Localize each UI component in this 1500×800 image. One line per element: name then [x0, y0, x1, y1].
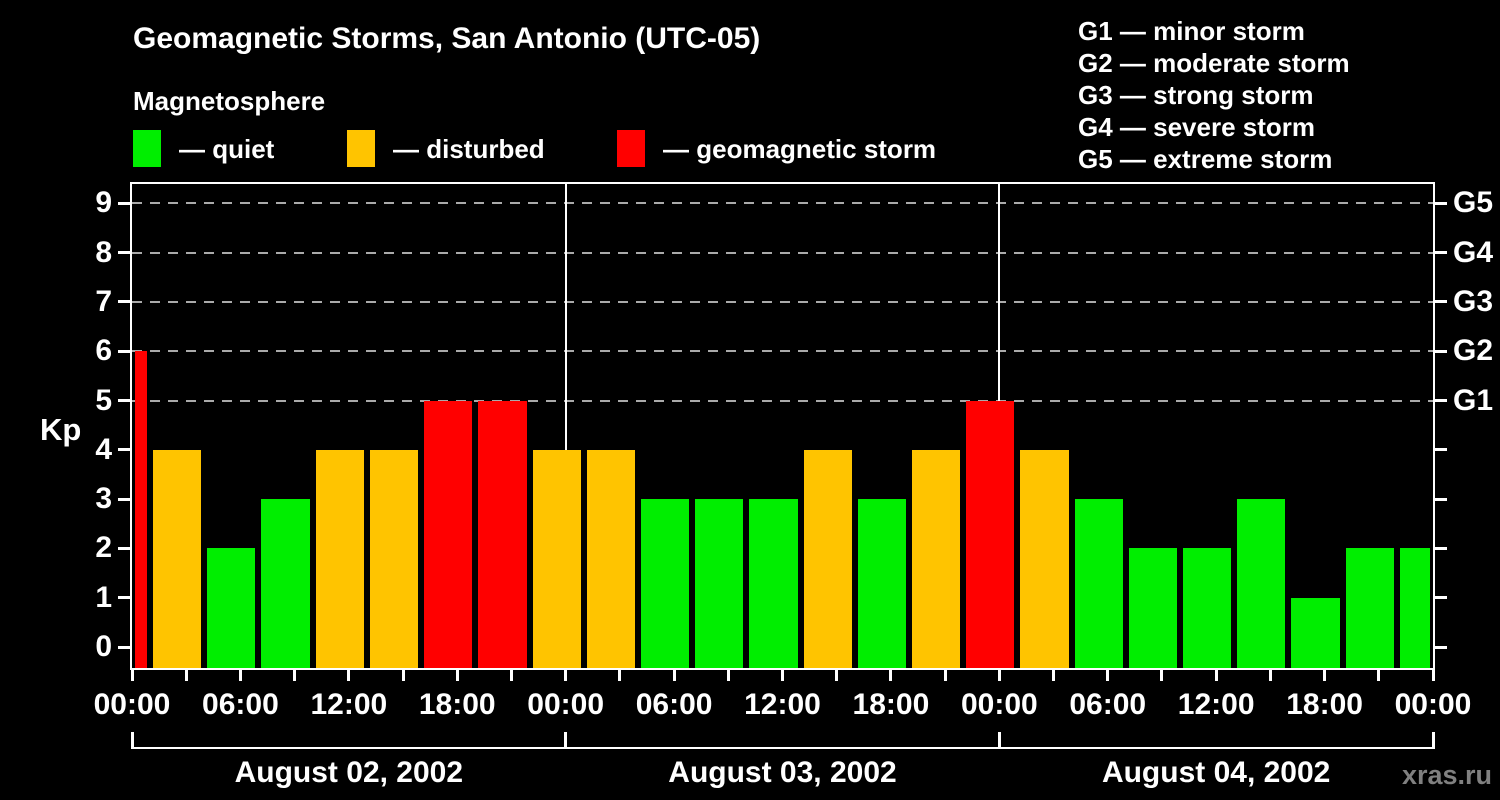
g-legend-line: G4 — severe storm — [1078, 112, 1316, 142]
y-tick-right — [1435, 596, 1447, 600]
date-label: August 02, 2002 — [234, 756, 464, 789]
y-tick-right — [1435, 201, 1447, 205]
g-scale-label: G2 — [1453, 334, 1494, 368]
g-legend-line: G5 — extreme storm — [1078, 144, 1333, 174]
y-tick-label: 7 — [95, 284, 112, 318]
x-tick-label: 12:00 — [744, 688, 821, 721]
y-tick-left — [118, 596, 130, 600]
y-tick-left — [118, 546, 130, 550]
y-tick-label: 8 — [95, 235, 112, 269]
x-tick-label: 18:00 — [852, 688, 930, 721]
date-label: August 03, 2002 — [668, 756, 897, 789]
g-scale-label: G5 — [1453, 186, 1494, 220]
x-tick-label: 12:00 — [310, 688, 388, 721]
y-tick-right — [1435, 399, 1447, 402]
quiet-color-swatch — [133, 130, 161, 167]
date-bracket-tick — [1431, 732, 1435, 749]
legend-item-disturbed: — disturbed — [347, 130, 587, 168]
date-label: August 04, 2002 — [1101, 756, 1331, 789]
x-tick-label: 18:00 — [1286, 688, 1363, 721]
y-tick-right — [1435, 645, 1447, 649]
y-tick-right — [1435, 349, 1447, 353]
date-bracket-line — [132, 747, 1433, 749]
x-tick-label: 00:00 — [1394, 688, 1472, 721]
g-scale-label: G1 — [1453, 383, 1494, 417]
date-bracket-tick — [564, 732, 568, 749]
y-tick-left — [118, 497, 130, 501]
legend-item-label: — geomagnetic storm — [663, 134, 937, 164]
storm-color-swatch — [617, 130, 645, 167]
legend-item-label: — quiet — [179, 134, 275, 164]
x-tick-label: 12:00 — [1177, 688, 1255, 721]
g-legend-line: G2 — moderate storm — [1078, 48, 1350, 78]
legend-item-storm: — geomagnetic storm — [617, 130, 957, 168]
g-scale-legend: G1 — minor storm G2 — moderate storm G3 … — [1078, 15, 1350, 175]
y-tick-left — [118, 300, 130, 304]
y-tick-left — [118, 448, 130, 452]
y-tick-right — [1435, 300, 1447, 304]
y-tick-left — [118, 201, 130, 205]
g-scale-label: G4 — [1453, 235, 1494, 269]
x-tick-label: 00:00 — [527, 688, 605, 721]
page-title: Geomagnetic Storms, San Antonio (UTC-05) — [133, 22, 761, 55]
legend-heading: Magnetosphere — [133, 86, 326, 116]
legend-item-quiet: — quiet — [133, 130, 333, 168]
y-tick-label: 2 — [95, 531, 112, 565]
date-bracket-tick — [997, 732, 1001, 749]
y-tick-label: 9 — [95, 186, 112, 220]
legend-item-label: — disturbed — [393, 134, 545, 164]
x-tick-label: 06:00 — [635, 688, 713, 721]
y-tick-left — [118, 645, 130, 649]
y-tick-left — [118, 251, 130, 255]
y-tick-right — [1435, 497, 1447, 501]
y-tick-label: 3 — [95, 482, 112, 516]
y-tick-label: 0 — [95, 630, 112, 663]
y-axis-title: Kp — [40, 412, 82, 447]
y-tick-label: 1 — [95, 580, 112, 614]
g-scale-label: G3 — [1453, 284, 1494, 318]
g-legend-line: G1 — minor storm — [1078, 16, 1305, 46]
x-tick-label: 18:00 — [418, 688, 496, 721]
x-tick-label: 06:00 — [202, 688, 279, 721]
x-tick-label: 06:00 — [1069, 688, 1147, 721]
x-tick-label: 00:00 — [93, 688, 171, 721]
plot-area — [130, 182, 1435, 670]
y-tick-right — [1435, 546, 1447, 550]
y-tick-right — [1435, 448, 1447, 452]
y-tick-right — [1435, 251, 1447, 255]
y-tick-label: 5 — [95, 383, 112, 417]
date-bracket-tick — [130, 732, 134, 749]
g-legend-line: G3 — strong storm — [1078, 80, 1314, 110]
watermark: xras.ru — [1401, 760, 1492, 790]
y-tick-label: 6 — [95, 334, 112, 368]
y-tick-left — [118, 349, 130, 353]
disturbed-color-swatch — [347, 130, 375, 167]
y-tick-left — [118, 399, 130, 402]
x-tick-label: 00:00 — [960, 688, 1038, 721]
